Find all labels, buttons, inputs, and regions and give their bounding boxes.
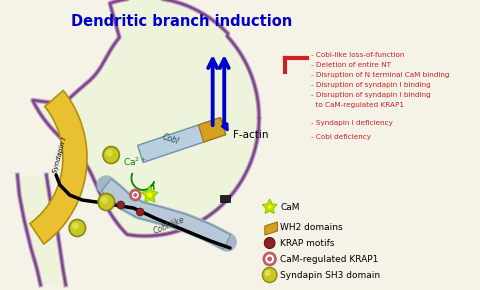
Circle shape [131,190,140,200]
Text: KRAP motifs: KRAP motifs [280,238,335,247]
Text: to CaM-regulated KRAP1: to CaM-regulated KRAP1 [311,102,404,108]
Circle shape [106,150,113,157]
Circle shape [103,146,120,164]
Circle shape [263,267,277,282]
Text: CaM: CaM [280,202,300,211]
Circle shape [98,193,115,211]
Circle shape [133,193,137,197]
Polygon shape [30,90,87,244]
Polygon shape [145,190,155,199]
Text: - Disruption of syndapin I binding: - Disruption of syndapin I binding [311,92,431,98]
Text: Cobl-like: Cobl-like [152,215,186,235]
Polygon shape [265,222,277,235]
Text: Ca$^{2+}$: Ca$^{2+}$ [123,156,147,168]
Circle shape [267,256,272,262]
Polygon shape [220,195,230,202]
Polygon shape [17,175,66,285]
Text: - Disruption of syndapin I binding: - Disruption of syndapin I binding [311,82,431,88]
Text: - Syndapin I deficiency: - Syndapin I deficiency [311,120,393,126]
Circle shape [265,270,271,276]
Circle shape [101,197,108,204]
Circle shape [117,201,125,209]
Circle shape [69,220,85,237]
Text: - Cobl-like loss-of-function: - Cobl-like loss-of-function [311,52,405,58]
Text: Syndapin SH3 domain: Syndapin SH3 domain [280,271,381,280]
Polygon shape [265,202,274,211]
Polygon shape [198,117,226,142]
Circle shape [72,222,79,229]
Text: - Disruption of N terminal CaM binding: - Disruption of N terminal CaM binding [311,72,450,78]
Text: - Cobl deficiency: - Cobl deficiency [311,134,371,140]
Circle shape [264,253,276,265]
Text: Syndapin I: Syndapin I [52,136,68,174]
Polygon shape [138,117,226,162]
Polygon shape [33,0,259,236]
Circle shape [264,238,275,249]
Text: F-actin: F-actin [233,130,268,140]
Circle shape [136,208,144,216]
Text: - Deletion of entire NT: - Deletion of entire NT [311,62,391,68]
Text: CaM-regulated KRAP1: CaM-regulated KRAP1 [280,255,379,264]
Text: WH2 domains: WH2 domains [280,224,343,233]
Polygon shape [142,186,158,202]
Polygon shape [262,199,277,213]
Text: Dendritic branch induction: Dendritic branch induction [71,14,292,30]
Polygon shape [101,179,230,249]
Text: Cobl: Cobl [161,132,180,146]
